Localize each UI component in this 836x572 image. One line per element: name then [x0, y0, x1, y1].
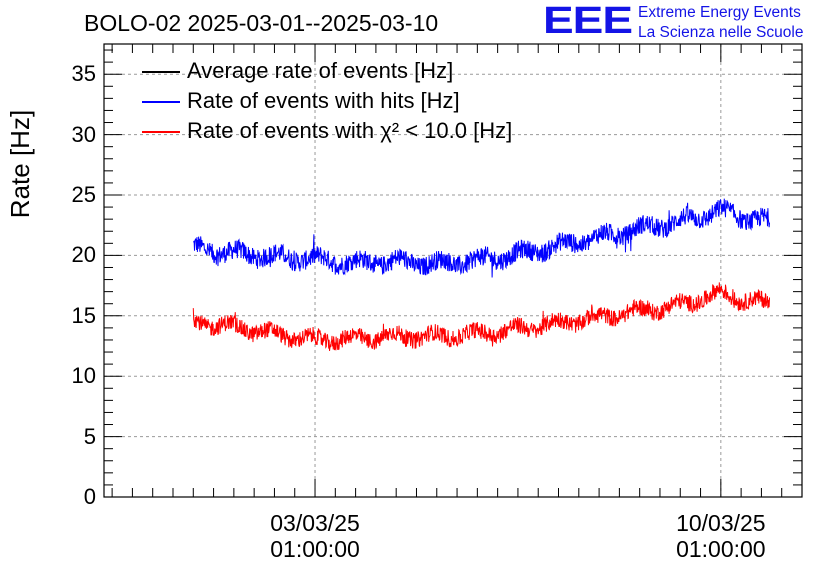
- series-line-2: [192, 282, 771, 352]
- y-tick-label: 25: [71, 182, 96, 207]
- legend-entry-2: Rate of events with χ² < 10.0 [Hz]: [187, 118, 513, 143]
- y-tick-label: 0: [83, 484, 96, 509]
- y-tick-label: 35: [71, 61, 96, 87]
- plot-frame: [103, 43, 803, 498]
- series-line-1: [192, 198, 771, 278]
- logo-line-2: La Scienza nelle Scuole: [638, 24, 804, 41]
- chart-title: BOLO-02 2025-03-01--2025-03-10: [84, 10, 439, 36]
- eee-logo: EEE: [543, 0, 633, 41]
- x-tick-label: 10/03/25 01:00:00: [676, 510, 766, 562]
- y-tick-label: 30: [71, 121, 96, 147]
- y-tick-label: 20: [71, 242, 96, 268]
- x-tick-label: 03/03/25 01:00:00: [270, 510, 360, 562]
- y-tick-label: 10: [71, 363, 96, 389]
- y-tick-label: 5: [83, 423, 96, 449]
- logo-line-1: Extreme Energy Events: [638, 4, 801, 21]
- y-tick-label: 15: [71, 302, 96, 328]
- legend-entry-0: Average rate of events [Hz]: [187, 58, 454, 83]
- legend-entry-1: Rate of events with hits [Hz]: [187, 88, 460, 113]
